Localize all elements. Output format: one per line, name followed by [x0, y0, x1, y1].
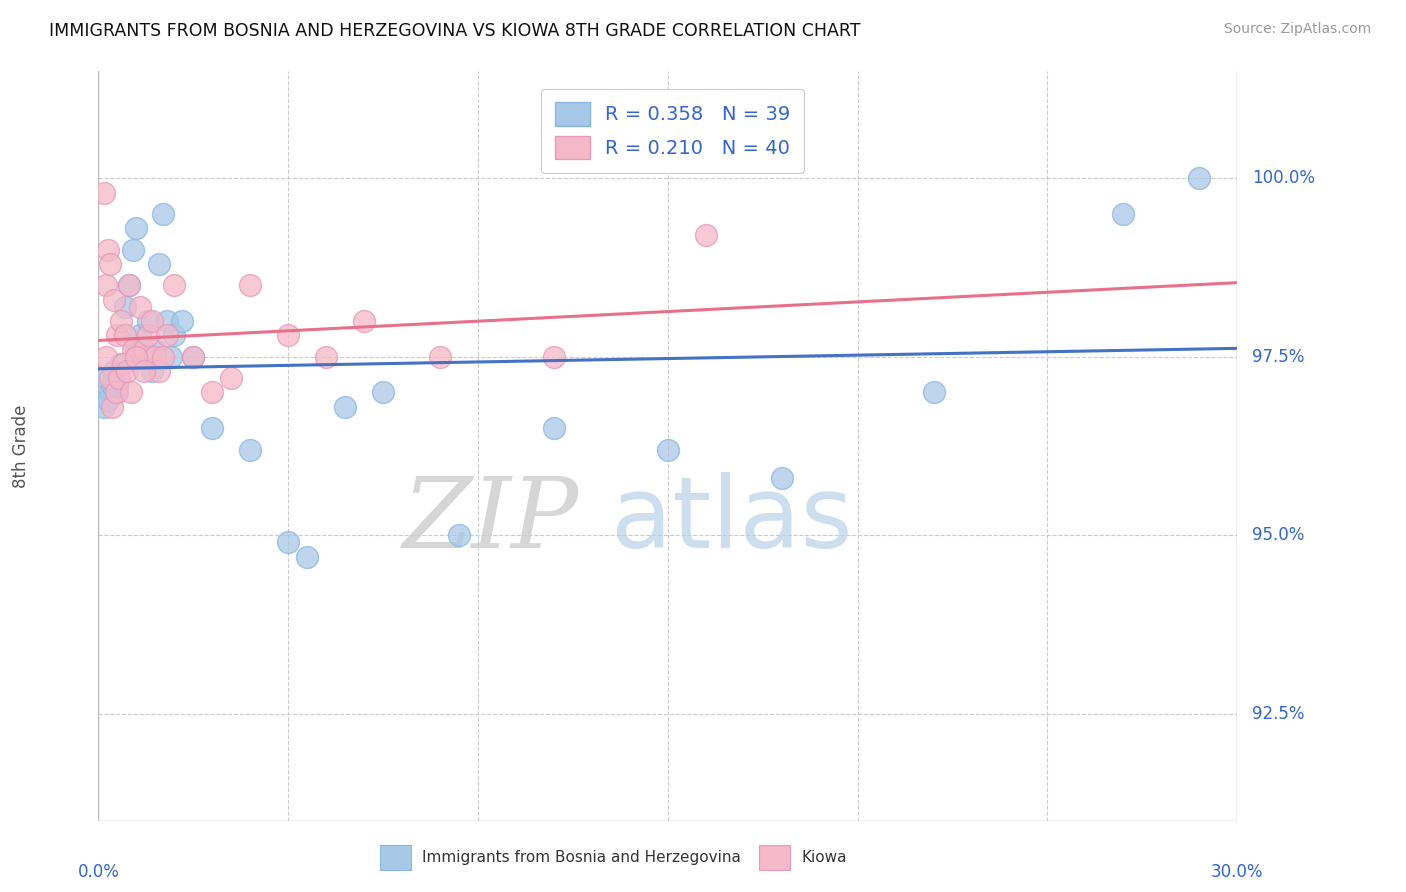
- Point: [152, 350, 174, 364]
- Point: [98, 257, 121, 271]
- Text: IMMIGRANTS FROM BOSNIA AND HERZEGOVINA VS KIOWA 8TH GRADE CORRELATION CHART: IMMIGRANTS FROM BOSNIA AND HERZEGOVINA V…: [49, 22, 860, 40]
- Point: [112, 357, 135, 371]
- Point: [107, 385, 129, 400]
- Text: 92.5%: 92.5%: [1253, 705, 1305, 723]
- Point: [277, 535, 299, 549]
- Point: [156, 314, 179, 328]
- Point: [110, 314, 132, 328]
- Point: [429, 350, 451, 364]
- Text: 30.0%: 30.0%: [1211, 863, 1264, 881]
- Point: [183, 350, 205, 364]
- Point: [125, 221, 148, 235]
- Point: [353, 314, 375, 328]
- Point: [107, 328, 129, 343]
- Point: [120, 385, 142, 400]
- Point: [145, 343, 167, 357]
- Point: [129, 300, 152, 314]
- Text: 8th Grade: 8th Grade: [13, 404, 30, 488]
- Point: [183, 350, 205, 364]
- Legend: R = 0.358   N = 39, R = 0.210   N = 40: R = 0.358 N = 39, R = 0.210 N = 40: [541, 88, 804, 173]
- Point: [129, 328, 152, 343]
- Point: [108, 371, 131, 385]
- Text: 95.0%: 95.0%: [1253, 526, 1305, 544]
- Point: [104, 385, 127, 400]
- Point: [543, 350, 565, 364]
- Point: [543, 421, 565, 435]
- Point: [170, 314, 193, 328]
- Point: [148, 257, 170, 271]
- FancyBboxPatch shape: [759, 845, 790, 870]
- Point: [93, 186, 115, 200]
- Text: atlas: atlas: [612, 473, 852, 569]
- Point: [100, 400, 122, 414]
- Point: [114, 328, 136, 343]
- Text: 100.0%: 100.0%: [1253, 169, 1316, 187]
- Point: [98, 385, 121, 400]
- Point: [297, 549, 319, 564]
- Point: [152, 207, 174, 221]
- Point: [118, 278, 141, 293]
- Point: [118, 278, 141, 293]
- Point: [1188, 171, 1211, 186]
- Point: [132, 350, 155, 364]
- Point: [277, 328, 299, 343]
- Point: [221, 371, 243, 385]
- Point: [201, 385, 224, 400]
- Point: [94, 350, 117, 364]
- Text: Source: ZipAtlas.com: Source: ZipAtlas.com: [1223, 22, 1371, 37]
- Point: [93, 400, 115, 414]
- Point: [201, 421, 224, 435]
- Point: [163, 328, 186, 343]
- Point: [100, 378, 122, 392]
- Point: [335, 400, 357, 414]
- Point: [239, 442, 262, 457]
- Point: [94, 371, 117, 385]
- Point: [239, 278, 262, 293]
- Point: [141, 364, 163, 378]
- Point: [115, 364, 138, 378]
- FancyBboxPatch shape: [380, 845, 411, 870]
- Point: [159, 350, 181, 364]
- Point: [121, 243, 143, 257]
- Point: [97, 392, 120, 407]
- Point: [922, 385, 945, 400]
- Point: [695, 228, 717, 243]
- Point: [136, 328, 159, 343]
- Point: [125, 350, 148, 364]
- Point: [125, 343, 148, 357]
- Point: [371, 385, 394, 400]
- Point: [132, 343, 155, 357]
- Point: [107, 378, 129, 392]
- Point: [163, 278, 186, 293]
- Point: [141, 314, 163, 328]
- Text: 97.5%: 97.5%: [1253, 348, 1305, 366]
- Point: [98, 371, 121, 385]
- Point: [110, 357, 132, 371]
- Point: [770, 471, 793, 485]
- Text: Kiowa: Kiowa: [801, 850, 846, 864]
- Point: [125, 350, 148, 364]
- Point: [145, 350, 167, 364]
- Point: [148, 364, 170, 378]
- Text: Immigrants from Bosnia and Herzegovina: Immigrants from Bosnia and Herzegovina: [422, 850, 741, 864]
- Point: [94, 278, 117, 293]
- Point: [103, 293, 125, 307]
- Text: ZIP: ZIP: [402, 474, 578, 568]
- Point: [97, 243, 120, 257]
- Point: [132, 364, 155, 378]
- Point: [136, 314, 159, 328]
- Point: [156, 328, 179, 343]
- Point: [103, 364, 125, 378]
- Point: [114, 300, 136, 314]
- Point: [121, 343, 143, 357]
- Point: [315, 350, 337, 364]
- Point: [447, 528, 470, 542]
- Point: [1112, 207, 1135, 221]
- Text: 0.0%: 0.0%: [77, 863, 120, 881]
- Point: [657, 442, 679, 457]
